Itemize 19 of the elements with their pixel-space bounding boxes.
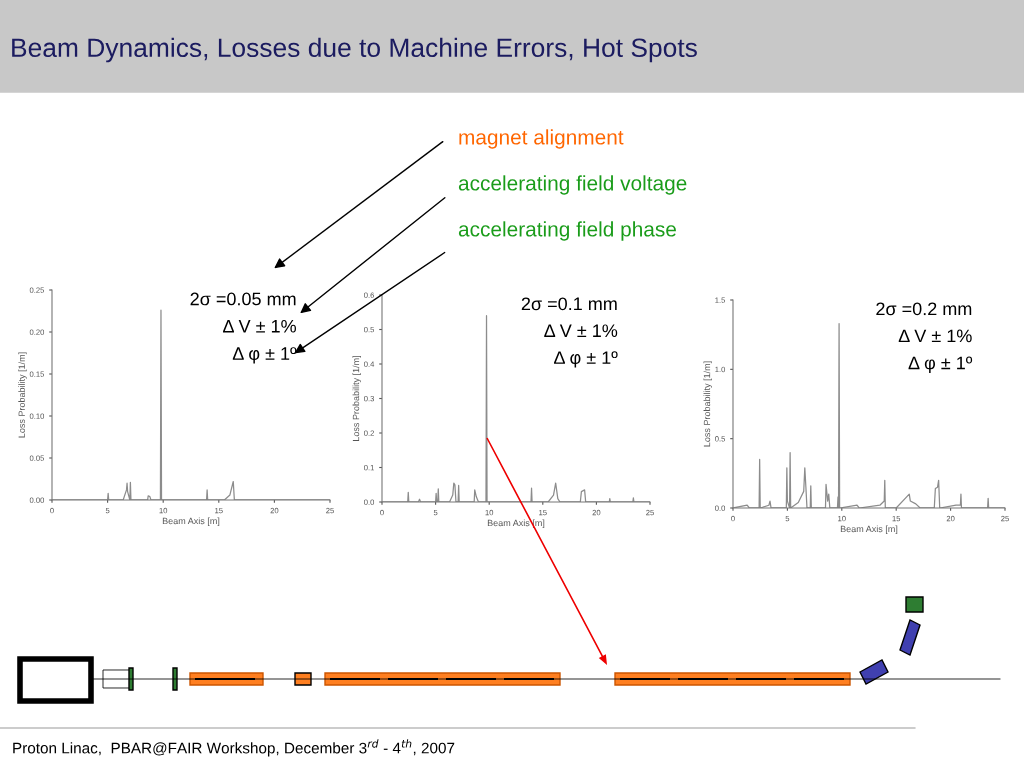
annotation: Δ V ± 1% (223, 319, 296, 333)
x-axis-title: Beam Axis [m] (840, 525, 898, 534)
x-axis-title: Beam Axis [m] (162, 517, 220, 526)
text: Proton Linac, PBAR@FAIR Workshop, December 3$^{rd}$ - 4$^{th}$, 2007 (13, 739, 455, 757)
annotation: 2σ =0.1 mm (521, 297, 617, 311)
annotation: Δ φ ± 1º (232, 347, 297, 364)
text: accelerating field voltage (458, 175, 687, 195)
chart-title: Beam Dynamics, Losses due to Machine Errors, Hot Spots (12, 37, 697, 63)
annotation: 2σ =0.05 mm (190, 292, 296, 306)
annotation: 2σ =0.2 mm (876, 302, 972, 316)
annotation: Δ φ ± 1º (554, 351, 618, 368)
annotation: Δ V ± 1% (544, 324, 618, 338)
annotation: Δ φ ± 1º (908, 356, 973, 373)
y-axis-title: Loss Probability [1/m] (18, 352, 27, 438)
text: accelerating field phase (458, 221, 676, 241)
annotation: Δ V ± 1% (898, 329, 972, 343)
y-axis-title: Loss Probability [1/m] (703, 361, 712, 447)
y-axis-title: Loss Probability [1/m] (352, 355, 361, 441)
text: magnet alignment (459, 129, 624, 149)
